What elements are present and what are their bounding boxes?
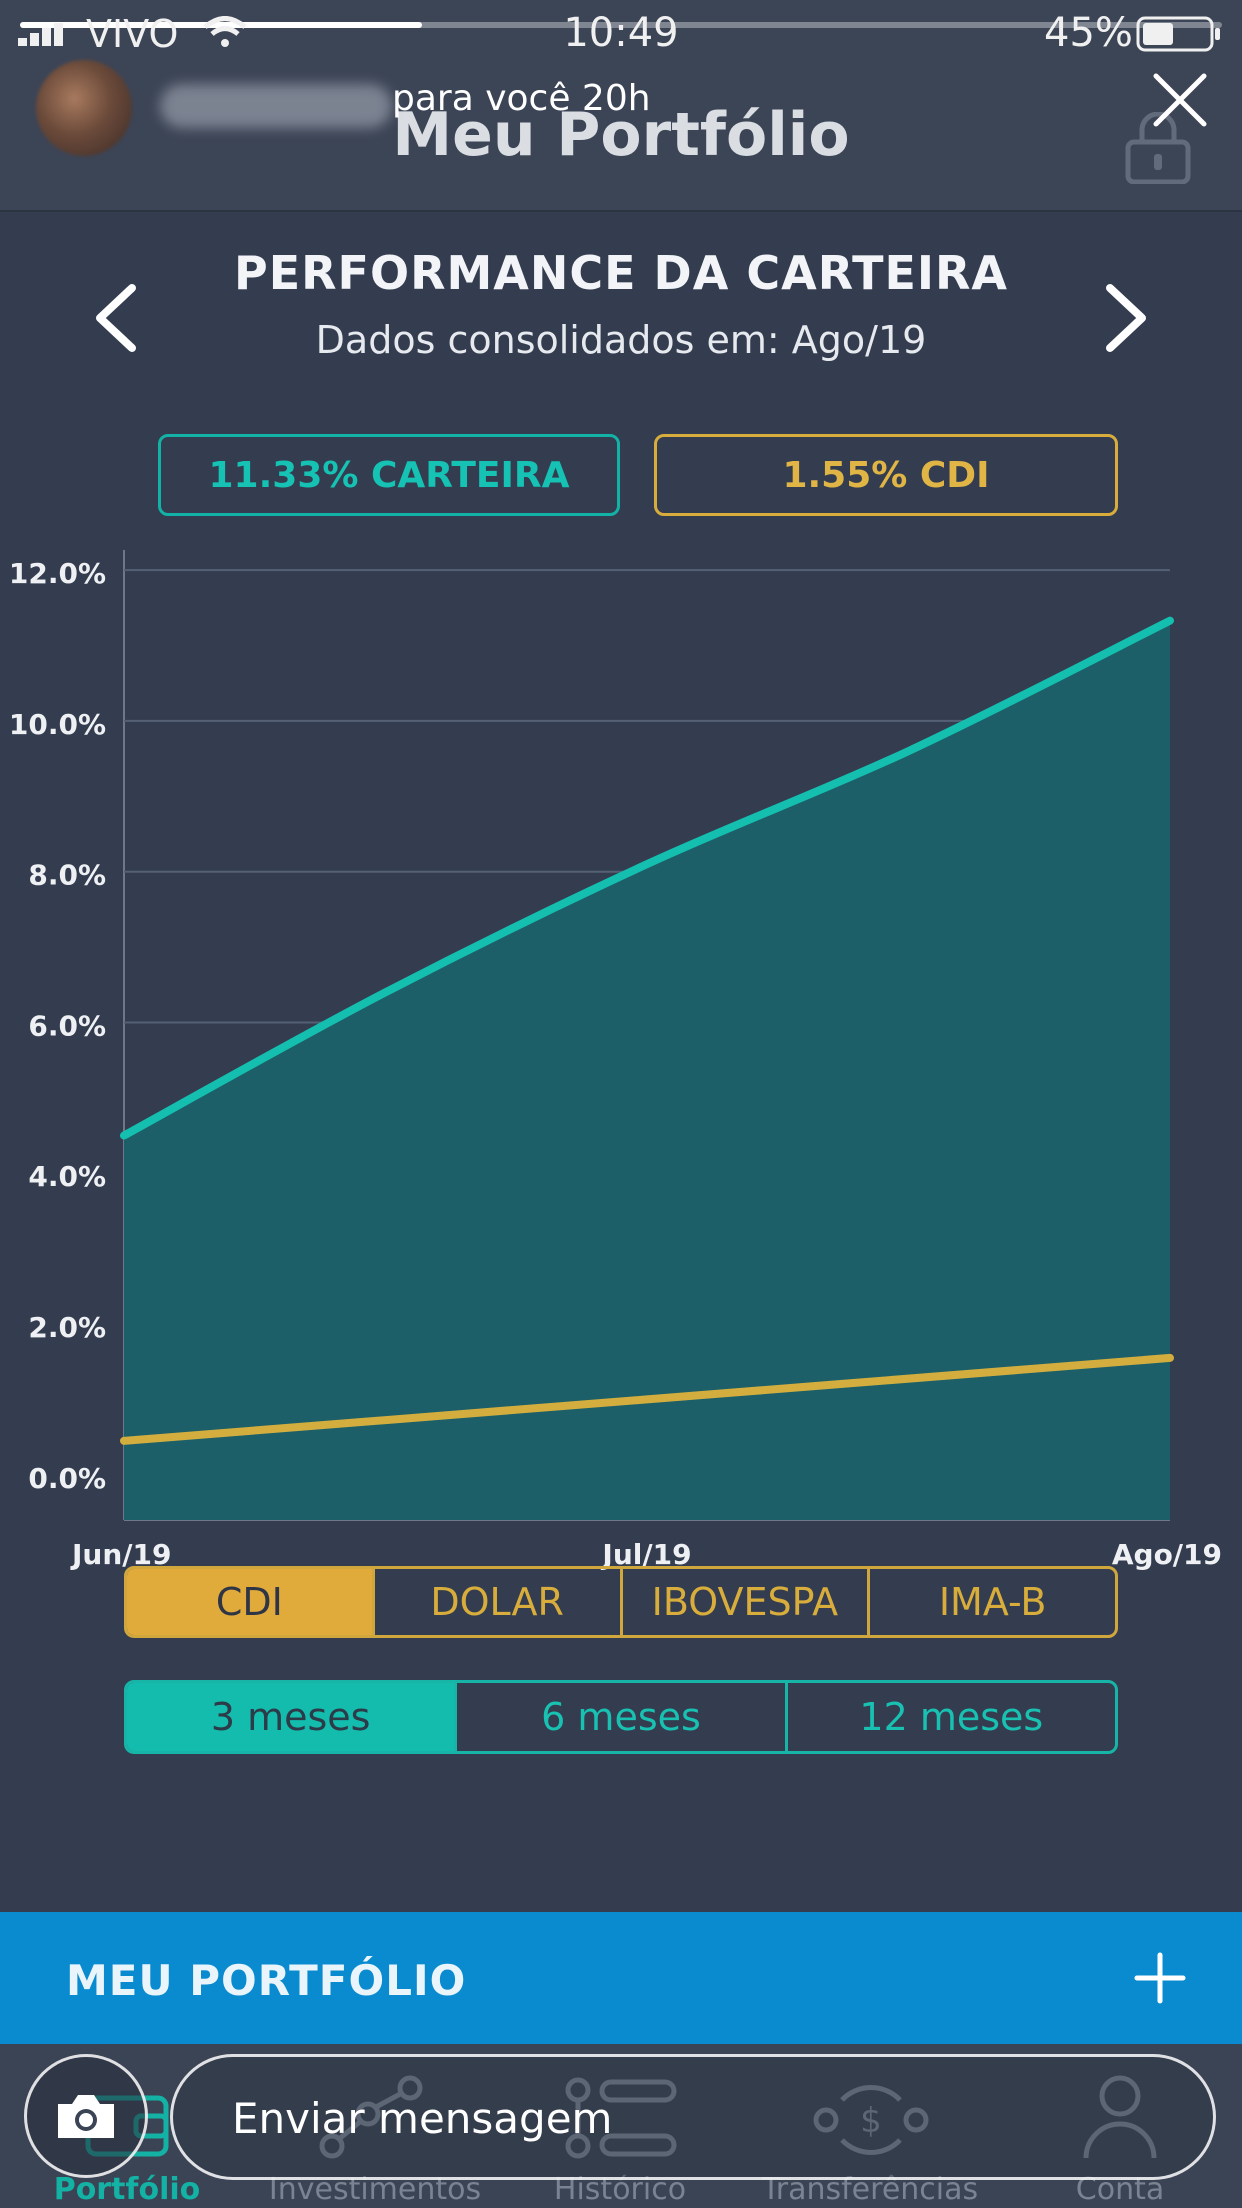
x-tick-label: Ago/19 xyxy=(1112,1538,1222,1570)
history-icon[interactable] xyxy=(562,2076,680,2162)
y-tick-label: 2.0% xyxy=(28,1311,106,1344)
portfolio-section-label: MEU PORTFÓLIO xyxy=(66,1956,467,2005)
status-time: 10:49 xyxy=(563,10,679,56)
x-tick-label: Jun/19 xyxy=(70,1538,171,1570)
benchmark-option-cdi[interactable]: CDI xyxy=(127,1569,372,1635)
chevron-right-icon[interactable] xyxy=(1100,282,1152,354)
status-battery-percent: 45% xyxy=(1044,10,1133,56)
y-tick-label: 10.0% xyxy=(9,708,106,741)
performance-chart: 12.0% 10.0% 8.0% 6.0% 4.0% 2.0% 0.0% Jun/19 Jul… xyxy=(9,550,1222,1570)
svg-text:$: $ xyxy=(860,2101,882,2141)
investments-icon[interactable] xyxy=(318,2074,428,2160)
series-carteira-line xyxy=(120,616,1174,1140)
performance-title: PERFORMANCE DA CARTEIRA xyxy=(233,246,1009,300)
benchmark-option-ibovespa[interactable]: IBOVESPA xyxy=(619,1569,868,1635)
performance-subtitle: Dados consolidados em: Ago/19 xyxy=(315,318,927,362)
portfolio-section-bar[interactable] xyxy=(0,1912,1242,2044)
benchmark-option-dolar[interactable]: DOLAR xyxy=(371,1569,620,1635)
camera-icon xyxy=(58,2095,114,2138)
avatar[interactable] xyxy=(36,60,132,156)
username-blurred xyxy=(160,84,392,128)
battery-icon xyxy=(1136,16,1220,52)
message-placeholder: Enviar mensagem xyxy=(232,2094,613,2143)
plus-icon[interactable] xyxy=(1134,1952,1186,2004)
x-tick-label: Jul/19 xyxy=(600,1538,691,1570)
period-option-6-meses[interactable]: 6 meses xyxy=(454,1683,784,1751)
wifi-icon xyxy=(203,16,247,47)
page-title: Meu Portfólio xyxy=(392,100,850,170)
benchmark-selector: CDI DOLAR IBOVESPA IMA-B xyxy=(124,1566,1118,1638)
story-meta: para você 20h xyxy=(392,78,651,119)
carteira-return-badge: 11.33% CARTEIRA xyxy=(158,434,620,516)
lock-icon[interactable] xyxy=(1124,112,1192,184)
period-option-3-meses[interactable]: 3 meses xyxy=(127,1683,455,1751)
story-progress-fill xyxy=(20,22,422,28)
period-option-12-meses[interactable]: 12 meses xyxy=(784,1683,1115,1751)
close-icon[interactable] xyxy=(1152,72,1208,128)
y-tick-label: 4.0% xyxy=(28,1160,106,1193)
period-selector: 3 meses 6 meses 12 meses xyxy=(124,1680,1118,1754)
app-header xyxy=(0,0,1242,212)
series-carteira-area xyxy=(124,620,1170,1520)
y-tick-label: 12.0% xyxy=(9,557,106,590)
account-icon[interactable] xyxy=(1080,2072,1160,2162)
benchmark-option-ima-b[interactable]: IMA-B xyxy=(867,1569,1115,1635)
chevron-left-icon[interactable] xyxy=(90,282,142,354)
status-carrier: VIVO xyxy=(86,12,179,56)
message-input[interactable] xyxy=(170,2054,1216,2180)
transfers-icon[interactable]: $ xyxy=(812,2074,930,2162)
story-progress-track xyxy=(20,22,1222,28)
cdi-return-badge: 1.55% CDI xyxy=(654,434,1118,516)
y-tick-label: 0.0% xyxy=(28,1462,106,1495)
signal-icon xyxy=(18,23,63,46)
y-tick-label: 6.0% xyxy=(28,1009,106,1042)
nav-label-portfolio[interactable]: Portfólio xyxy=(53,2172,201,2207)
y-tick-label: 8.0% xyxy=(28,859,106,892)
series-cdi-line xyxy=(120,1353,1174,1445)
